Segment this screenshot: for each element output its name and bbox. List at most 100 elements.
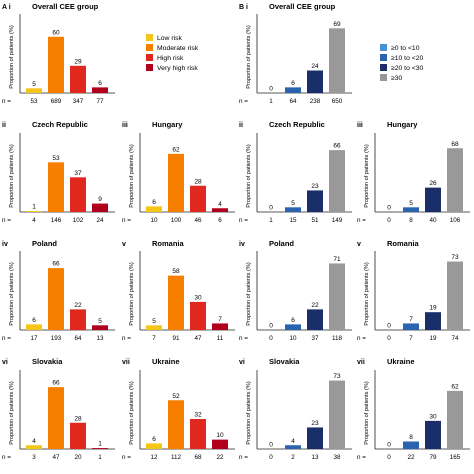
y-axis-label: Proportion of patients (%) [9, 381, 15, 445]
n-value: 106 [450, 217, 461, 224]
n-prefix: n = [239, 98, 248, 105]
bar [307, 70, 323, 93]
n-value: 689 [51, 98, 62, 105]
bar [146, 206, 162, 212]
chart-panel-a-ii: ii Czech Republic Proportion of patients (… [2, 120, 115, 224]
n-value: 1 [269, 217, 273, 224]
y-axis-label: Proportion of patients (%) [364, 262, 370, 326]
bar [190, 419, 206, 449]
bar [70, 177, 86, 212]
n-value: 38 [333, 454, 341, 461]
y-axis-label: Proportion of patients (%) [9, 25, 15, 89]
bar-value-label: 60 [52, 29, 60, 36]
bar [447, 261, 463, 330]
panel-label: iii [357, 122, 363, 129]
n-value: 8 [409, 217, 413, 224]
bar-value-label: 0 [269, 442, 273, 449]
panel-title: Poland [269, 239, 294, 248]
legend-label: ≥0 to <10 [391, 45, 420, 52]
bar-value-label: 37 [74, 170, 82, 177]
y-axis-label: Proportion of patients (%) [246, 381, 252, 445]
legend-swatch [146, 64, 153, 71]
n-value: 0 [269, 454, 273, 461]
n-value: 3 [32, 454, 36, 461]
y-axis-label: Proportion of patients (%) [364, 381, 370, 445]
n-value: 22 [407, 454, 415, 461]
bar [329, 28, 345, 93]
panel-title: Slovakia [269, 357, 300, 366]
bar-value-label: 6 [98, 80, 102, 87]
bar-value-label: 52 [172, 393, 180, 400]
bar [403, 323, 419, 330]
bar-value-label: 28 [74, 415, 82, 422]
legend-score: ≥0 to <10 ≥10 to <20 ≥20 to <30 ≥30 [380, 44, 423, 82]
n-value: 74 [451, 335, 459, 342]
n-value: 193 [51, 335, 62, 342]
bar [307, 427, 323, 449]
chart-panel-a-vi: vi Slovakia Proportion of patients (%) 4 66 2… [2, 357, 115, 461]
panel-label: v [357, 241, 361, 248]
bar-value-label: 6 [291, 80, 295, 87]
bar [329, 150, 345, 212]
n-value: 68 [194, 454, 202, 461]
bar-value-label: 19 [429, 305, 437, 312]
panel-label: vii [357, 359, 365, 366]
legend-label: ≥20 to <30 [391, 65, 423, 72]
bar [26, 445, 42, 449]
panel-title: Slovakia [32, 357, 63, 366]
chart-panel-b-iv: iv Poland Proportion of patients (%) 0 6 22 71… [239, 239, 352, 342]
panel-title: Poland [32, 239, 57, 248]
bar-value-label: 5 [409, 200, 413, 207]
legend-swatch [380, 74, 387, 81]
bar [26, 88, 42, 93]
panel-label: ii [239, 122, 243, 129]
panel-title: Romania [387, 239, 420, 248]
panel-label: iv [239, 241, 245, 248]
n-value: 47 [52, 454, 60, 461]
bar [447, 148, 463, 212]
n-prefix: n = [357, 454, 366, 461]
y-axis-label: Proportion of patients (%) [246, 262, 252, 326]
n-value: 19 [429, 335, 437, 342]
bar [168, 153, 184, 212]
n-value: 7 [152, 335, 156, 342]
bar [168, 400, 184, 449]
panel-label: vi [239, 359, 245, 366]
bar-value-label: 5 [291, 200, 295, 207]
n-value: 47 [194, 335, 202, 342]
n-value: 91 [172, 335, 180, 342]
n-value: 146 [51, 217, 62, 224]
n-value: 149 [332, 217, 343, 224]
n-value: 100 [171, 217, 182, 224]
chart-panel-a-iii: iii Hungary Proportion of patients (%) 6 62 2… [122, 120, 235, 224]
bar-value-label: 4 [291, 438, 295, 445]
bar [48, 36, 64, 93]
bar-value-label: 26 [429, 180, 437, 187]
bar [285, 324, 301, 330]
n-value: 0 [387, 454, 391, 461]
n-value: 6 [218, 217, 222, 224]
bar-value-label: 10 [216, 432, 224, 439]
y-axis-label: Proportion of patients (%) [129, 262, 135, 326]
panel-label: vii [122, 359, 130, 366]
chart-panel-b-ii: ii Czech Republic Proportion of patients (… [239, 120, 352, 224]
bar-value-label: 29 [74, 58, 82, 65]
bar-value-label: 1 [32, 204, 36, 211]
n-prefix: n = [122, 217, 131, 224]
n-prefix: n = [122, 454, 131, 461]
bar [447, 390, 463, 449]
n-value: 15 [289, 217, 297, 224]
bar-value-label: 28 [194, 178, 202, 185]
n-value: 10 [289, 335, 297, 342]
bar-value-label: 7 [409, 316, 413, 323]
n-prefix: n = [2, 217, 11, 224]
bar [403, 207, 419, 212]
bar-value-label: 32 [194, 412, 202, 419]
bar-value-label: 5 [32, 81, 36, 88]
y-axis-label: Proportion of patients (%) [129, 381, 135, 445]
bar-value-label: 30 [194, 294, 202, 301]
bar [48, 162, 64, 212]
